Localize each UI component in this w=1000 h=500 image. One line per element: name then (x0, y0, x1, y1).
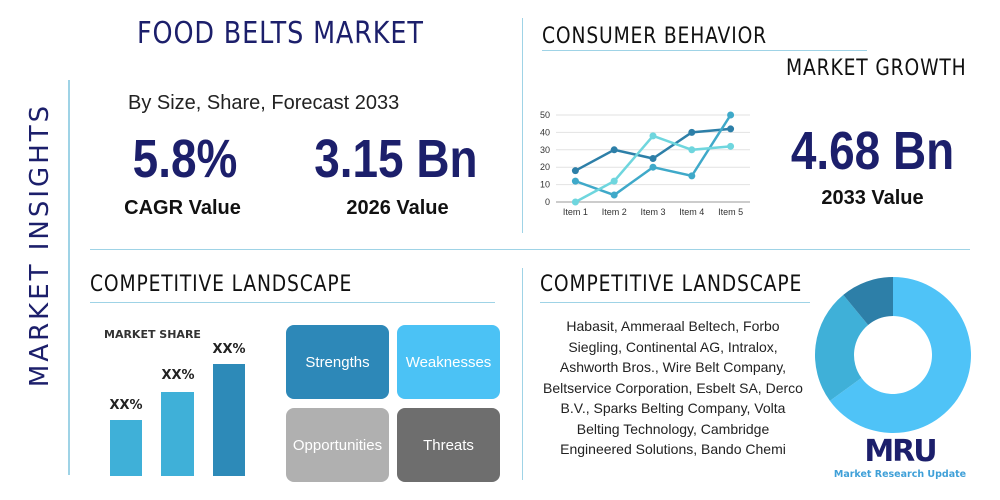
bar (213, 364, 245, 476)
y-tick-label: 20 (540, 162, 550, 172)
logo-mark: MRU (864, 434, 937, 469)
consumer-subtitle: MARKET GROWTH (786, 56, 967, 81)
cagr-label: CAGR Value (124, 197, 241, 219)
logo: MRU Market Research Update (815, 436, 985, 481)
data-point (571, 198, 579, 206)
x-tick-label: Item 4 (679, 207, 704, 217)
bar-label: XX% (212, 342, 246, 357)
bar (110, 420, 142, 476)
data-point (610, 146, 618, 154)
swot-threats: Threats (397, 408, 500, 482)
y-tick-label: 10 (540, 180, 550, 190)
bar-label: XX% (109, 398, 143, 413)
data-point (727, 111, 735, 119)
divider (522, 18, 523, 233)
value-2033: 4.68 Bn (790, 121, 955, 181)
donut-slice (829, 277, 971, 433)
divider (542, 50, 867, 51)
data-point (610, 191, 618, 199)
data-point (688, 128, 696, 136)
side-label: MARKET INSIGHTS (25, 102, 55, 388)
data-point (610, 177, 618, 185)
bar-label: XX% (161, 368, 195, 383)
bar (161, 392, 194, 476)
divider (540, 302, 810, 303)
market-share-label: MARKET SHARE (104, 328, 201, 341)
donut-chart (815, 277, 971, 433)
data-point (688, 172, 696, 180)
y-tick-label: 40 (540, 127, 550, 137)
consumer-title: CONSUMER BEHAVIOR (542, 24, 767, 49)
data-point (571, 177, 579, 185)
competitive-title-left: COMPETITIVE LANDSCAPE (90, 272, 353, 297)
swot-opportunities: Opportunities (286, 408, 389, 482)
data-point (649, 132, 657, 140)
page-title: FOOD BELTS MARKET (137, 16, 424, 51)
data-point (727, 142, 735, 150)
swot-strengths: Strengths (286, 325, 389, 399)
x-tick-label: Item 3 (640, 207, 665, 217)
logo-text: Market Research Update (833, 469, 967, 480)
data-point (571, 167, 579, 175)
competitive-title-right: COMPETITIVE LANDSCAPE (540, 272, 803, 297)
y-tick-label: 50 (540, 110, 550, 120)
divider (90, 249, 970, 250)
x-tick-label: Item 5 (718, 207, 743, 217)
data-point (649, 163, 657, 171)
data-point (727, 125, 735, 133)
subtitle: By Size, Share, Forecast 2033 (128, 92, 400, 114)
x-tick-label: Item 2 (602, 207, 627, 217)
value-2026: 3.15 Bn (314, 129, 478, 189)
company-list: Habasit, Ammeraal Beltech, Forbo Sieglin… (543, 318, 803, 457)
value-2033-label: 2033 Value (821, 187, 924, 209)
divider (522, 268, 523, 480)
cagr-value: 5.8% (132, 129, 238, 189)
y-tick-label: 30 (540, 145, 550, 155)
data-point (649, 155, 657, 162)
y-tick-label: 0 (545, 197, 550, 207)
divider (68, 80, 70, 475)
swot-weaknesses: Weaknesses (397, 325, 500, 399)
donut-slice (843, 277, 893, 325)
donut-slice (815, 294, 869, 401)
value-2026-label: 2026 Value (346, 197, 449, 219)
divider (90, 302, 495, 303)
x-tick-label: Item 1 (563, 207, 588, 217)
data-point (688, 146, 696, 154)
line-chart: 0 10 20 30 40 50 Item 1 Item 2 Item 3 Item 4 Item … (540, 110, 750, 217)
